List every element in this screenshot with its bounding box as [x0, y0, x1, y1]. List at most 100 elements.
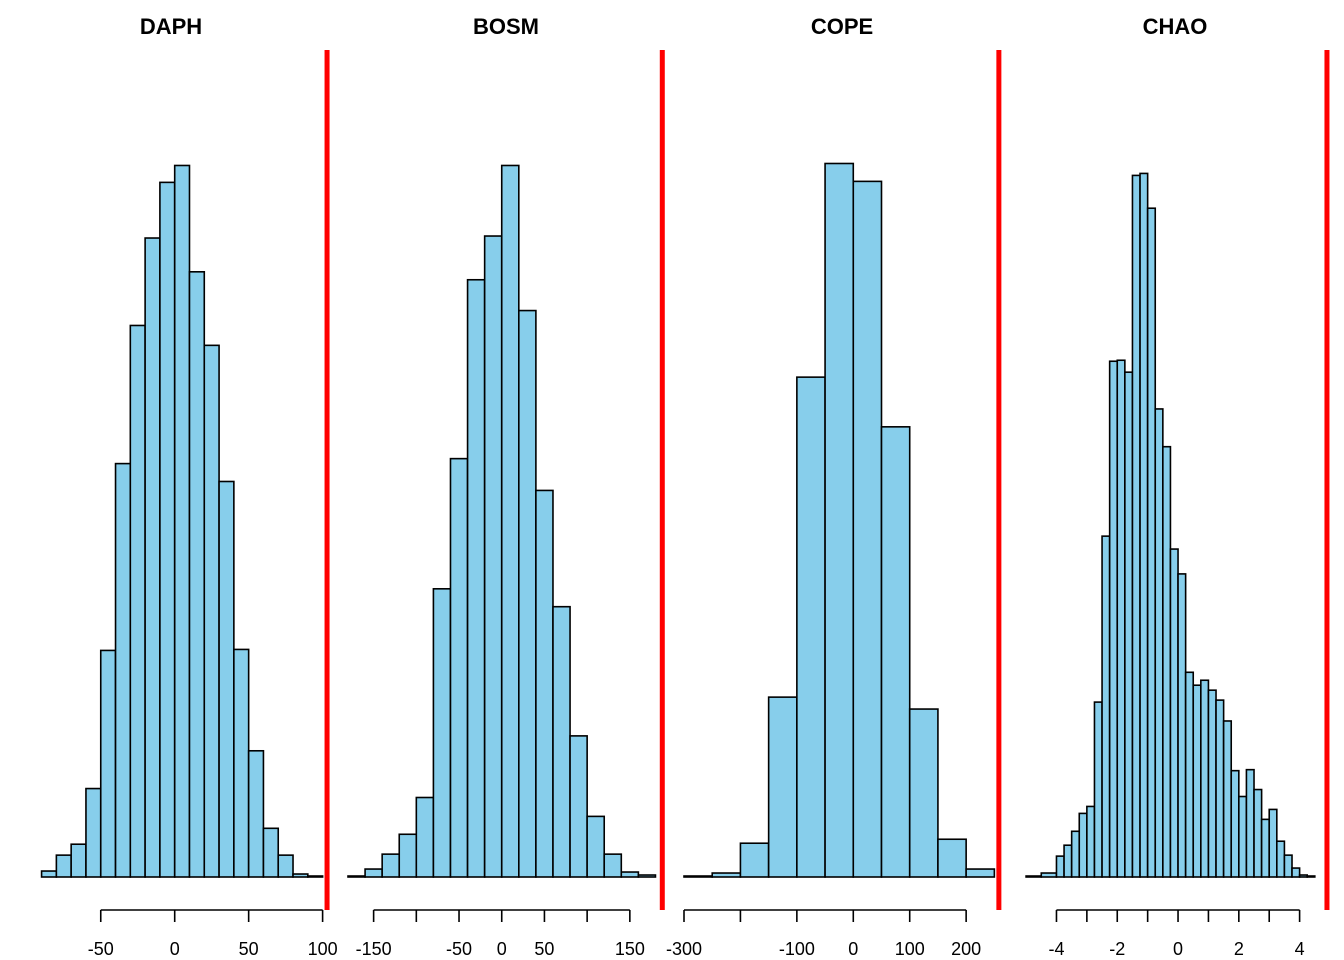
histogram-bar — [552, 605, 571, 878]
histogram-bar — [937, 838, 967, 878]
histogram-bar — [247, 749, 265, 878]
panel-daph: DAPH -50 0 50 100 — [40, 14, 338, 959]
histogram-bar — [569, 735, 588, 878]
x-tick-label: 0 — [497, 939, 507, 959]
histogram-bar — [586, 815, 606, 878]
histogram-bar — [129, 324, 146, 878]
histogram-bar — [1108, 360, 1119, 878]
histogram-bar — [1260, 818, 1271, 878]
histogram-bar — [99, 649, 117, 878]
x-tick-label: 4 — [1295, 939, 1305, 959]
x-tick-label: 100 — [895, 939, 925, 959]
x-tick-label: 0 — [1173, 939, 1183, 959]
histogram-bar — [432, 588, 452, 878]
x-tick-label: -150 — [356, 939, 392, 959]
histogram-bar — [1192, 684, 1202, 878]
histogram-bar — [1169, 548, 1179, 878]
histogram-bar — [1291, 867, 1301, 878]
histogram-bar — [711, 872, 742, 878]
histogram-bar — [1253, 788, 1263, 878]
histogram-bar — [262, 827, 280, 878]
histogram-bar — [173, 164, 191, 878]
histogram-bar — [620, 871, 640, 878]
panel-cope: COPE -300 -100 0 100 200 — [666, 14, 1002, 959]
histogram-bar — [1101, 535, 1111, 878]
histogram-bar — [144, 237, 161, 878]
histogram-bar — [1116, 359, 1126, 878]
histogram-bar — [1025, 875, 1043, 878]
histogram-bar — [466, 278, 486, 878]
histogram-bar — [1086, 805, 1096, 878]
histogram-bar — [277, 854, 294, 878]
x-tick-label: 200 — [951, 939, 981, 959]
histogram-bar — [1139, 172, 1149, 878]
histogram-bar — [159, 181, 176, 878]
histogram-bar — [965, 868, 996, 878]
histogram-bar — [70, 843, 87, 878]
x-tick-label: 100 — [308, 939, 338, 959]
histogram-bar — [1306, 875, 1316, 878]
histogram-bar — [55, 854, 72, 878]
histogram-bar — [415, 796, 435, 878]
histogram-bar — [1154, 408, 1164, 878]
histogram-bar — [1078, 812, 1088, 878]
histogram-bar — [233, 648, 250, 878]
histogram-bar — [398, 833, 418, 878]
histogram-bar — [1215, 699, 1225, 878]
histogram-bar — [1245, 768, 1255, 878]
histogram-bar — [85, 787, 102, 878]
histogram-bar — [188, 271, 206, 878]
histogram-bar — [1055, 855, 1065, 878]
histogram-bar — [796, 376, 826, 878]
x-tick-label: 150 — [615, 939, 645, 959]
histogram-bar — [1146, 207, 1157, 878]
x-tick-label: 0 — [170, 939, 180, 959]
histogram-bar — [1283, 854, 1293, 878]
histogram-bar — [1131, 174, 1141, 878]
x-tick-label: -300 — [666, 939, 702, 959]
histogram-bar — [1184, 671, 1195, 878]
histogram-bar — [908, 708, 939, 878]
histogram-bar — [218, 480, 235, 878]
histogram-bar — [824, 162, 855, 878]
histogram-bar — [852, 180, 883, 878]
x-tick-label: -2 — [1109, 939, 1125, 959]
x-tick-label: 50 — [534, 939, 554, 959]
histogram-bar — [880, 426, 911, 878]
histogram-bar — [518, 309, 537, 878]
histogram-bar — [347, 875, 366, 878]
histogram-bar — [637, 874, 657, 878]
histogram-bar — [683, 875, 714, 878]
histogram-bar — [1040, 872, 1058, 878]
histogram-bar — [1238, 795, 1248, 878]
panel-title: CHAO — [1143, 14, 1208, 39]
panel-title: DAPH — [140, 14, 202, 39]
histogram-bar — [381, 853, 401, 878]
x-tick-label: -50 — [88, 939, 114, 959]
histogram-bar — [364, 868, 383, 878]
histogram-bar — [114, 462, 132, 878]
histogram-bar — [1093, 701, 1103, 878]
histogram-bar — [603, 853, 623, 878]
histogram-bar — [1276, 840, 1286, 878]
histogram-bar — [1124, 371, 1134, 878]
histogram-bar — [483, 235, 503, 878]
histogram-bar — [1268, 808, 1278, 878]
histogram-bar — [535, 489, 554, 878]
histogram-bar — [307, 875, 324, 878]
panel-bosm: BOSM -150 -50 0 50 150 — [347, 14, 665, 959]
histogram-bar — [1222, 720, 1233, 878]
x-tick-label: -4 — [1048, 939, 1064, 959]
histogram-bar — [40, 870, 58, 878]
panel-title: BOSM — [473, 14, 539, 39]
histogram-bar — [1200, 679, 1210, 878]
histogram-bar — [292, 873, 309, 878]
histogram-bar — [1070, 830, 1081, 878]
histogram-bar — [1063, 844, 1073, 878]
panel-chao: CHAO -4 -2 0 2 4 — [1025, 14, 1330, 959]
x-tick-label: -100 — [779, 939, 815, 959]
histogram-bar — [1177, 573, 1187, 878]
x-tick-label: 0 — [848, 939, 858, 959]
panel-title: COPE — [811, 14, 873, 39]
